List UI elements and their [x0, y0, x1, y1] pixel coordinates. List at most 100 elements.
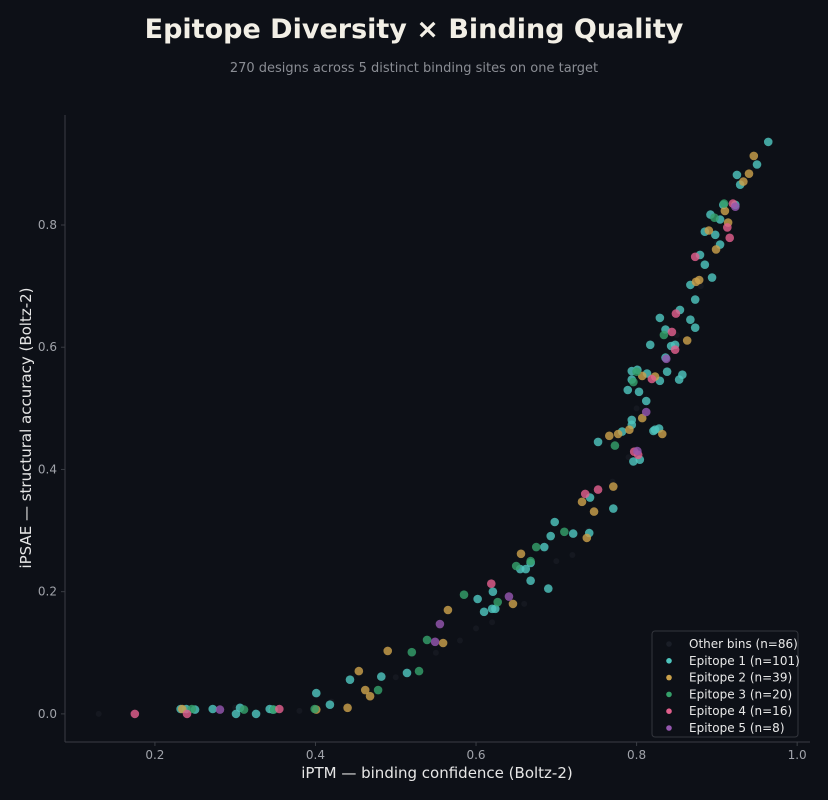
data-point [491, 604, 500, 614]
data-point [414, 666, 424, 676]
data-point [438, 638, 448, 648]
data-point [593, 485, 603, 494]
data-point [311, 688, 321, 698]
data-point [430, 637, 440, 647]
data-point [325, 700, 335, 710]
data-point [231, 709, 241, 719]
data-point [670, 345, 680, 354]
x-axis-label: iPTM — binding confidence (Boltz-2) [301, 764, 572, 782]
data-point [655, 313, 665, 323]
data-point [632, 367, 641, 376]
data-point [739, 177, 748, 186]
legend: Other bins (n=86) Epitope 1 (n=101) Epitop… [651, 630, 800, 738]
data-point [667, 327, 677, 337]
data-point [550, 517, 560, 527]
data-point [402, 668, 412, 678]
data-point [473, 625, 480, 632]
data-point [633, 405, 640, 412]
series-0 [95, 240, 720, 717]
data-point [752, 160, 762, 169]
data-point [526, 556, 535, 566]
legend-marker [666, 691, 672, 698]
data-point [569, 552, 576, 558]
data-point [182, 709, 192, 719]
data-point [645, 340, 655, 350]
data-point [623, 385, 633, 395]
y-ticks: 0.0 0.2 0.4 0.6 0.8 [38, 218, 65, 721]
data-point [691, 277, 701, 287]
series-2 [177, 151, 759, 714]
data-point [543, 584, 553, 593]
x-tick-label: 0.2 [145, 748, 164, 762]
data-point [609, 482, 618, 491]
series-3 [187, 199, 729, 714]
data-point [700, 260, 710, 270]
data-point [661, 354, 671, 364]
data-point [710, 213, 719, 222]
x-tick-label: 0.8 [627, 748, 646, 762]
chart-title: Epitope Diversity × Binding Quality [144, 14, 684, 45]
data-point [239, 705, 249, 714]
legend-entry: Epitope 1 (n=101) [689, 654, 800, 668]
data-point [723, 223, 732, 232]
data-point [546, 531, 555, 541]
data-point [365, 691, 375, 701]
data-point [589, 507, 599, 516]
chart-subtitle: 270 designs across 5 distinct binding si… [229, 61, 599, 76]
data-point [215, 705, 225, 714]
data-point [383, 646, 393, 656]
legend-marker [666, 674, 672, 681]
data-point [647, 374, 657, 384]
data-point [719, 199, 729, 208]
data-point [637, 413, 647, 423]
data-point [493, 597, 503, 607]
data-point [633, 446, 642, 456]
data-point [662, 367, 672, 376]
data-point [641, 396, 651, 406]
data-point [526, 576, 535, 585]
data-point [749, 151, 759, 161]
y-tick-label: 0.8 [38, 218, 57, 232]
data-point [392, 674, 399, 681]
data-point [613, 429, 623, 439]
y-tick-label: 0.2 [38, 585, 57, 599]
data-point [659, 330, 669, 340]
y-axis-label: iPSAE — structural accuracy (Boltz-2) [17, 287, 35, 568]
data-point [511, 561, 521, 571]
y-tick-label: 0.6 [38, 340, 57, 354]
legend-entry: Epitope 5 (n=8) [689, 721, 785, 735]
data-point [456, 637, 463, 644]
data-point [130, 709, 140, 719]
x-ticks: 0.2 0.4 0.6 0.8 1.0 [145, 742, 807, 762]
data-point [582, 533, 592, 543]
data-point [479, 607, 489, 617]
data-point [354, 666, 364, 676]
data-point [208, 704, 218, 714]
data-point [707, 273, 717, 282]
data-point [634, 387, 644, 397]
data-point [625, 425, 634, 435]
legend-marker [666, 708, 672, 714]
data-point [671, 309, 681, 318]
data-point [604, 431, 614, 441]
data-point [690, 252, 700, 262]
data-point [432, 649, 439, 656]
data-point [731, 202, 740, 211]
data-point [609, 504, 618, 513]
data-point [488, 587, 498, 596]
data-point [674, 375, 684, 384]
data-point [360, 685, 370, 695]
data-point [377, 672, 386, 681]
data-point [443, 605, 453, 615]
data-point [343, 703, 352, 713]
data-point [310, 704, 319, 714]
data-point [690, 295, 700, 304]
data-point [553, 558, 560, 565]
data-point [629, 377, 638, 387]
data-point [657, 429, 667, 439]
data-point [763, 137, 773, 147]
data-point [641, 407, 651, 417]
data-point [690, 323, 700, 332]
y-tick-label: 0.0 [38, 707, 57, 721]
